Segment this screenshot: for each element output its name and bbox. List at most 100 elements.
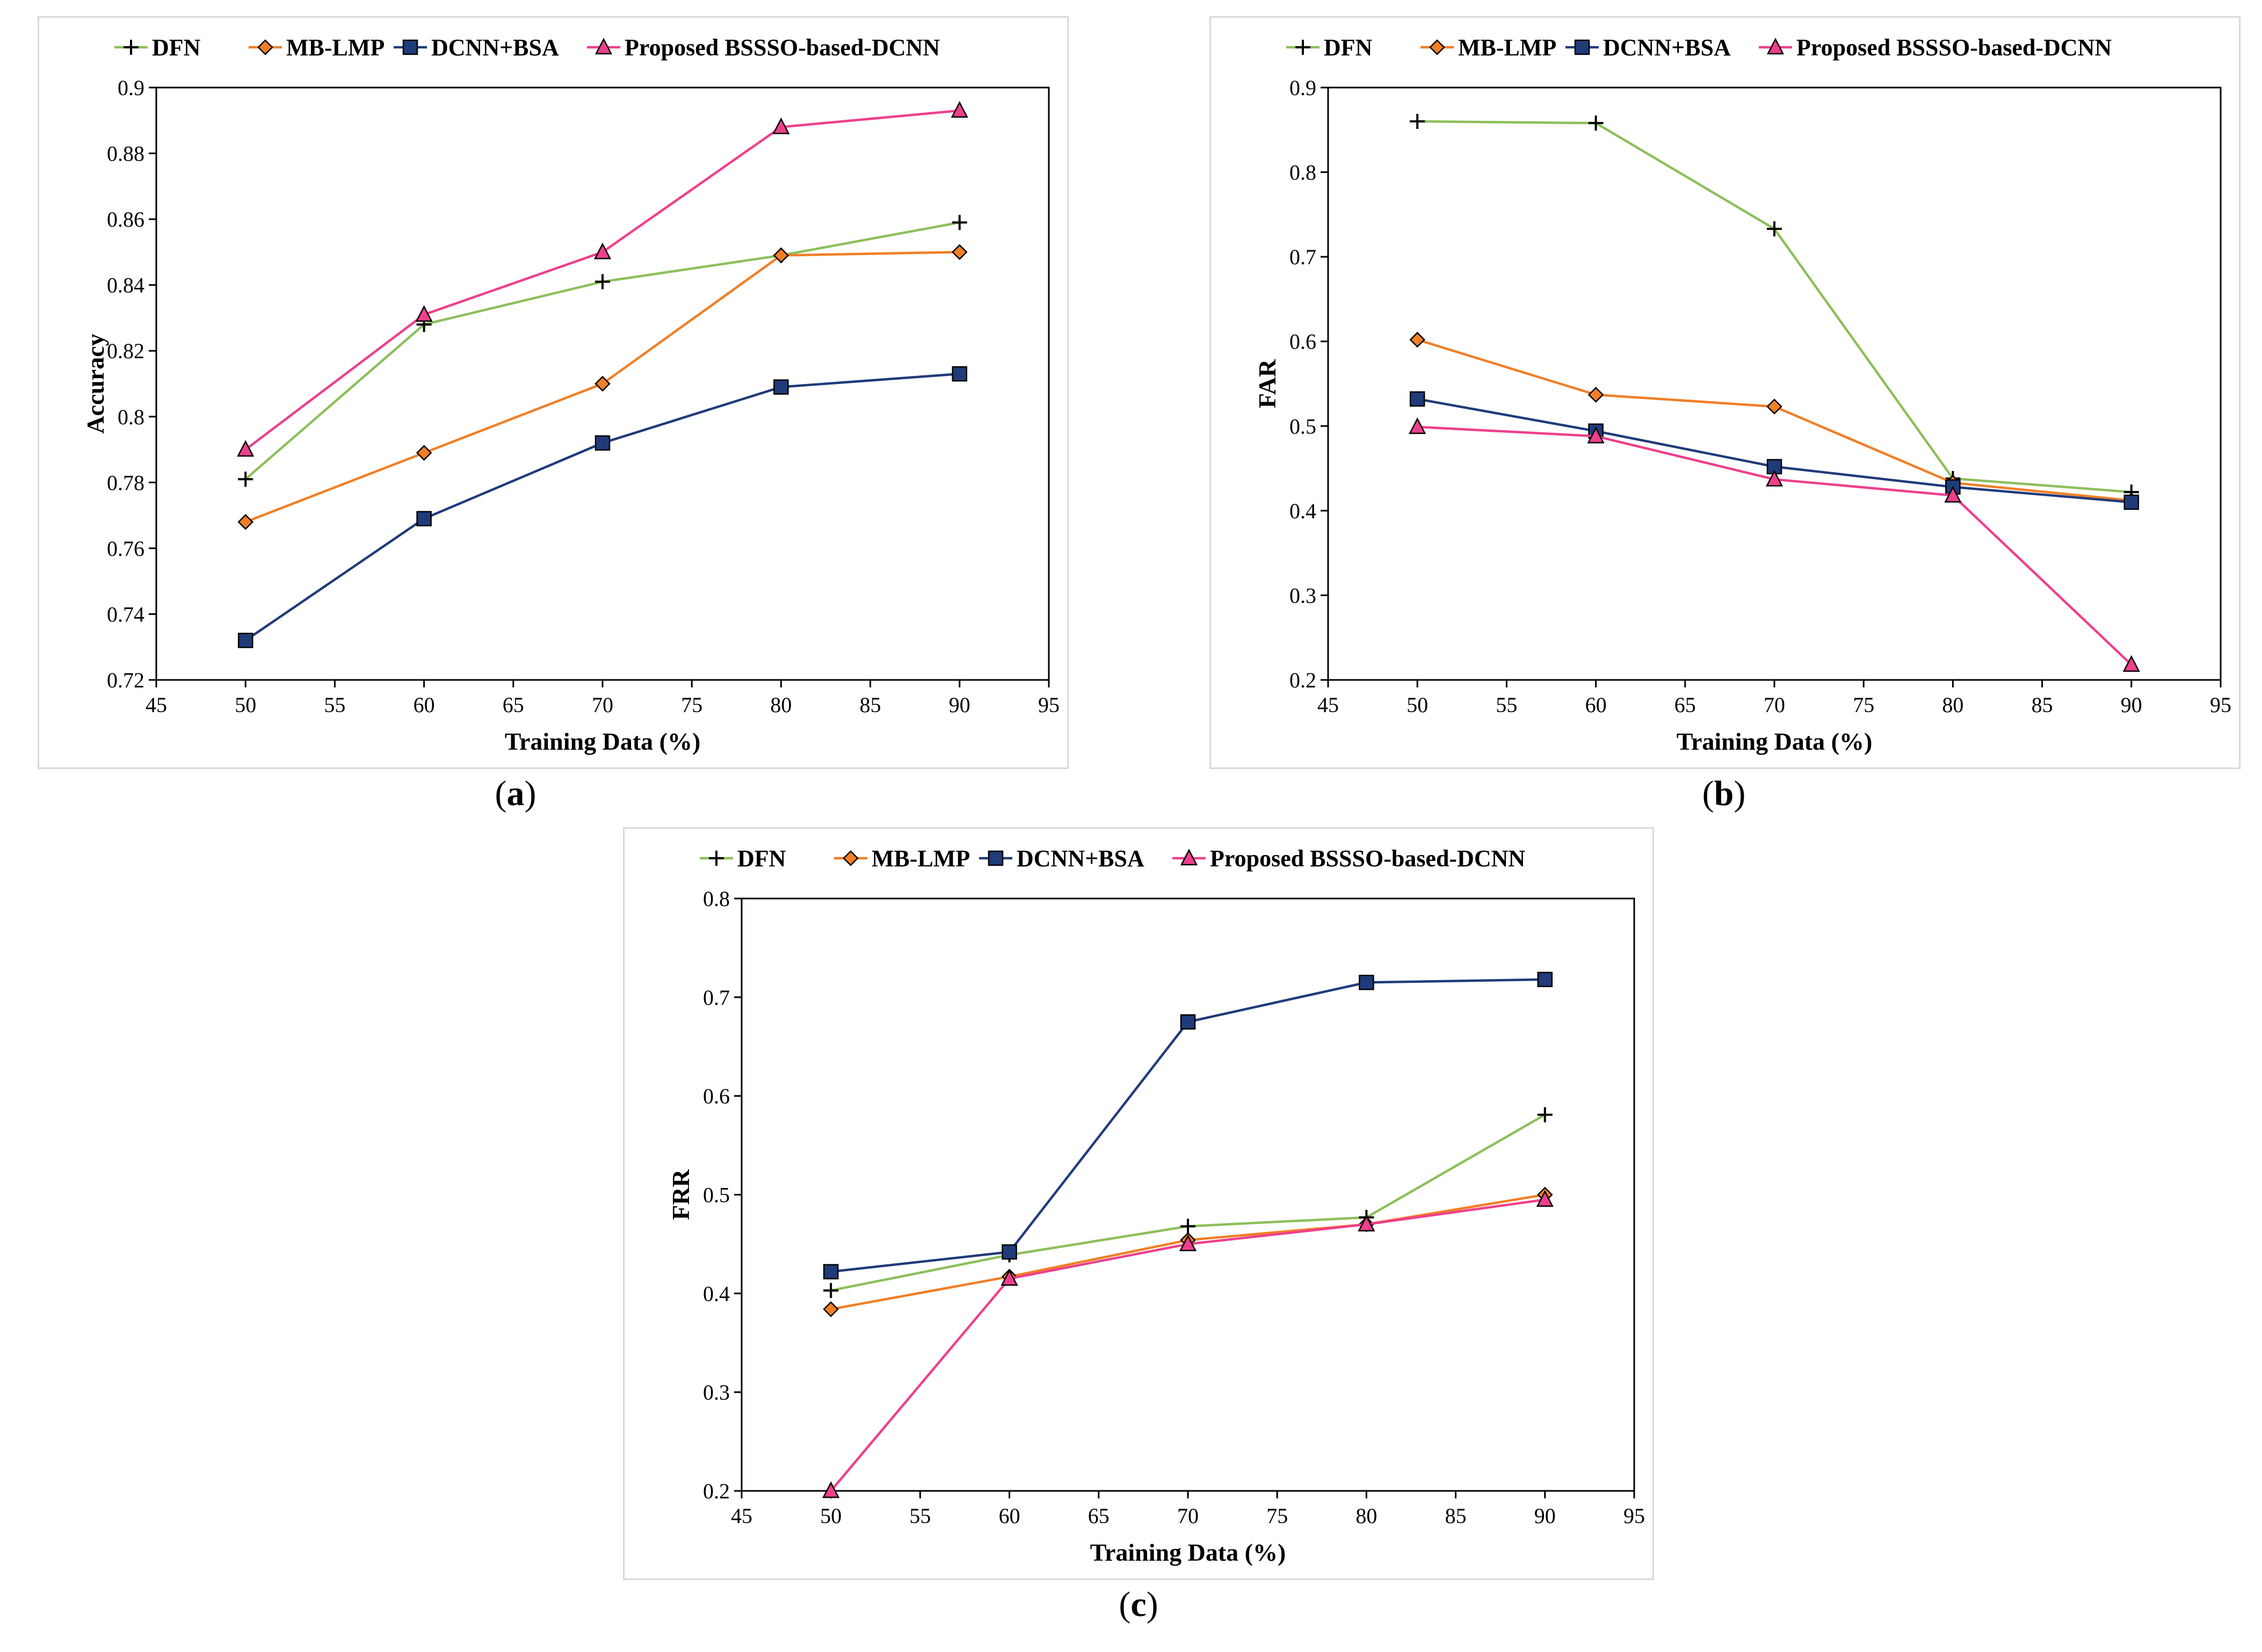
data-point-dfn: [1767, 221, 1782, 237]
data-point-mb-lmp: [1409, 331, 1425, 348]
legend-item-proposed-bssso-based-dcnn: Proposed BSSSO-based-DCNN: [1172, 845, 1525, 872]
y-tick-label: 0.5: [1289, 414, 1316, 438]
x-tick-label: 50: [235, 693, 256, 717]
legend-marker: [1295, 40, 1310, 55]
x-tick-label: 70: [1177, 1504, 1199, 1528]
y-tick-label: 0.72: [107, 668, 144, 692]
y-tick-label: 0.6: [1289, 330, 1316, 354]
chart-a: 0.72 0.74 0.76 0.78 0.8 0.82 0.84 0.86 0.88 0.9 45…: [82, 34, 1060, 755]
legend-label: Proposed BSSSO-based-DCNN: [625, 34, 940, 61]
legend-label: DCNN+BSA: [1603, 34, 1731, 61]
data-point-proposed-bssso-based-dcnn: [822, 1481, 840, 1498]
data-point-proposed-bssso-based-dcnn: [1536, 1190, 1554, 1207]
x-tick-label: 70: [1764, 693, 1785, 717]
x-tick-label: 75: [1853, 693, 1874, 717]
legend-item-proposed-bssso-based-dcnn: Proposed BSSSO-based-DCNN: [587, 34, 940, 61]
x-tick-label: 90: [2121, 693, 2142, 717]
legend-marker: [257, 39, 273, 55]
y-tick-label: 0.84: [107, 273, 144, 298]
legend-item-proposed-bssso-based-dcnn: Proposed BSSSO-based-DCNN: [1759, 34, 2112, 61]
data-point-dcnn-bsa: [952, 366, 968, 382]
legend-marker: [843, 850, 859, 866]
x-axis-title: Training Data (%): [1090, 1539, 1286, 1566]
y-tick-label: 0.9: [1289, 76, 1316, 100]
legend-label: DFN: [152, 34, 201, 61]
data-point-mb-lmp: [237, 514, 253, 530]
legend-item-dfn: DFN: [700, 845, 786, 872]
data-point-mb-lmp: [1766, 398, 1782, 415]
data-point-dfn: [1537, 1107, 1553, 1122]
x-tick-label: 55: [909, 1504, 931, 1528]
data-point-dcnn-bsa: [1409, 391, 1425, 407]
legend-label: MB-LMP: [286, 34, 385, 61]
x-tick-label: 95: [1038, 693, 1060, 717]
series-dfn: [1410, 114, 2139, 500]
x-tick-label: 60: [414, 693, 435, 717]
x-tick-label: 65: [503, 693, 524, 717]
legend-marker: [1574, 39, 1590, 55]
series-line-dcnn-bsa: [244, 372, 960, 642]
data-point-dcnn-bsa: [1180, 1014, 1196, 1030]
x-tick-label: 60: [1585, 693, 1607, 717]
x-tick-label: 45: [146, 693, 167, 717]
series-mb-lmp: [237, 244, 968, 530]
x-tick-label: 70: [592, 693, 613, 717]
data-point-dcnn-bsa: [823, 1264, 839, 1280]
legend-item-mb-lmp: MB-LMP: [834, 845, 970, 872]
y-axis-title: FRR: [667, 1169, 694, 1220]
x-tick-label: 50: [820, 1504, 842, 1528]
x-tick-label: 90: [949, 693, 970, 717]
legend-label: Proposed BSSSO-based-DCNN: [1210, 845, 1525, 872]
x-tick-label: 80: [1355, 1504, 1377, 1528]
data-point-dfn: [1410, 114, 1425, 129]
caption-c: (c): [1119, 1585, 1158, 1624]
data-point-proposed-bssso-based-dcnn: [1587, 426, 1605, 444]
data-point-dcnn-bsa: [1002, 1244, 1017, 1260]
data-point-mb-lmp: [823, 1301, 839, 1317]
series-mb-lmp: [823, 1186, 1553, 1317]
data-point-proposed-bssso-based-dcnn: [593, 242, 612, 259]
y-tick-label: 0.3: [703, 1380, 730, 1404]
x-tick-label: 85: [860, 693, 881, 717]
x-tick-label: 75: [1266, 1504, 1288, 1528]
y-tick-label: 0.86: [107, 207, 144, 231]
caption-b-letter: b: [1714, 774, 1734, 813]
data-point-mb-lmp: [416, 445, 432, 461]
series-proposed-bssso-based-dcnn: [237, 101, 968, 457]
series-dcnn-bsa: [237, 366, 968, 648]
legend-item-dcnn-bsa: DCNN+BSA: [394, 34, 559, 61]
series-line-dfn: [830, 1113, 1546, 1292]
y-tick-label: 0.78: [107, 470, 144, 495]
y-axis-title: FAR: [1253, 359, 1281, 408]
legend-marker: [1766, 38, 1785, 55]
y-tick-label: 0.82: [107, 339, 144, 363]
legend-item-dfn: DFN: [114, 34, 201, 61]
y-tick-label: 0.88: [107, 142, 144, 166]
data-point-dfn: [952, 215, 967, 230]
plot-area-frame: [1327, 86, 2222, 681]
data-point-proposed-bssso-based-dcnn: [1944, 486, 1962, 503]
x-tick-label: 95: [1623, 1504, 1645, 1528]
x-tick-label: 60: [999, 1504, 1020, 1528]
series-proposed-bssso-based-dcnn: [822, 1190, 1554, 1498]
data-point-dcnn-bsa: [2123, 494, 2140, 510]
x-tick-label: 85: [1445, 1504, 1467, 1528]
series-line-mb-lmp: [830, 1193, 1546, 1310]
legend-label: DFN: [737, 845, 786, 872]
data-point-proposed-bssso-based-dcnn: [2122, 655, 2140, 672]
chart-b: 0.2 0.3 0.4 0.5 0.6 0.7 0.8 0.9 45 50 55 60 65 70 75 80…: [1253, 34, 2231, 755]
legend-marker: [124, 40, 139, 55]
data-point-dfn: [238, 472, 253, 487]
y-tick-label: 0.8: [118, 405, 144, 429]
x-tick-label: 45: [1317, 693, 1339, 717]
legend-marker: [988, 850, 1004, 866]
data-point-dcnn-bsa: [773, 379, 789, 395]
data-point-proposed-bssso-based-dcnn: [415, 305, 433, 322]
legend-marker: [402, 39, 418, 55]
legend-item-mb-lmp: MB-LMP: [1420, 34, 1556, 61]
legend-marker: [709, 851, 724, 866]
data-point-dcnn-bsa: [595, 435, 611, 451]
x-axis-title: Training Data (%): [505, 728, 701, 755]
legend-label: Proposed BSSSO-based-DCNN: [1796, 34, 2112, 61]
x-tick-label: 45: [731, 1504, 752, 1528]
